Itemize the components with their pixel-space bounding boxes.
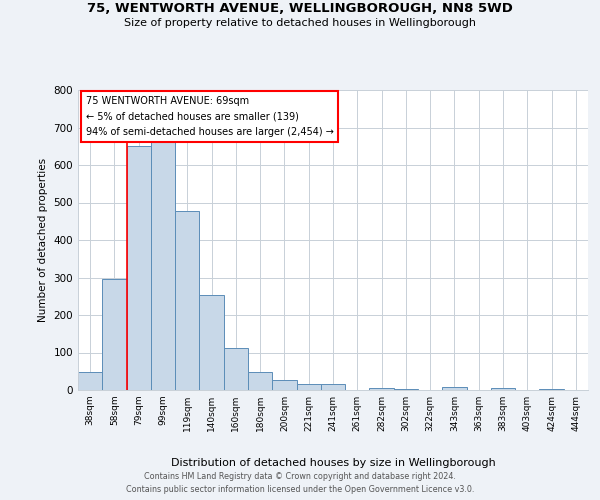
Bar	[370, 388, 394, 390]
Text: Distribution of detached houses by size in Wellingborough: Distribution of detached houses by size …	[170, 458, 496, 468]
Text: Size of property relative to detached houses in Wellingborough: Size of property relative to detached ho…	[124, 18, 476, 28]
Bar	[539, 389, 564, 390]
Bar	[102, 280, 127, 390]
Bar	[199, 294, 224, 390]
Bar	[321, 384, 345, 390]
Bar	[224, 348, 248, 390]
Bar	[394, 389, 418, 390]
Bar	[491, 388, 515, 390]
Text: Contains HM Land Registry data © Crown copyright and database right 2024.
Contai: Contains HM Land Registry data © Crown c…	[126, 472, 474, 494]
Bar	[248, 372, 272, 390]
Bar	[175, 211, 199, 390]
Y-axis label: Number of detached properties: Number of detached properties	[38, 158, 48, 322]
Text: 75, WENTWORTH AVENUE, WELLINGBOROUGH, NN8 5WD: 75, WENTWORTH AVENUE, WELLINGBOROUGH, NN…	[87, 2, 513, 16]
Bar	[442, 387, 467, 390]
Bar	[296, 384, 321, 390]
Text: 75 WENTWORTH AVENUE: 69sqm
← 5% of detached houses are smaller (139)
94% of semi: 75 WENTWORTH AVENUE: 69sqm ← 5% of detac…	[86, 96, 334, 137]
Bar	[151, 140, 175, 390]
Bar	[272, 380, 296, 390]
Bar	[127, 146, 151, 390]
Bar	[78, 372, 102, 390]
